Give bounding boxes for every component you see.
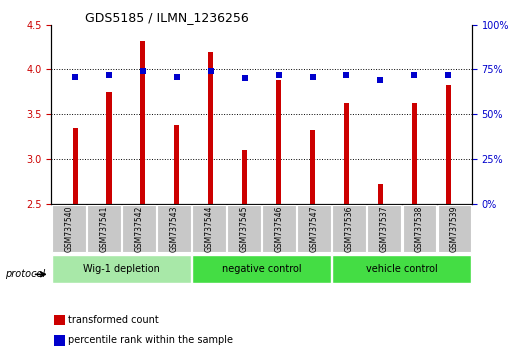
Bar — [141, 41, 146, 204]
Text: GSM737547: GSM737547 — [310, 205, 319, 252]
Bar — [412, 103, 417, 204]
Text: GSM737546: GSM737546 — [274, 205, 284, 252]
Text: negative control: negative control — [222, 264, 302, 274]
Bar — [310, 130, 315, 204]
Bar — [227, 205, 261, 252]
Bar — [122, 205, 156, 252]
Text: protocol: protocol — [5, 269, 45, 279]
Bar — [192, 255, 331, 283]
Bar — [72, 127, 77, 204]
Text: GSM737545: GSM737545 — [240, 205, 249, 252]
Bar — [174, 125, 180, 204]
Bar — [262, 205, 296, 252]
Bar — [157, 205, 191, 252]
Bar — [344, 103, 349, 204]
Bar — [53, 315, 65, 325]
Bar — [53, 335, 65, 346]
Bar — [52, 205, 86, 252]
Point — [308, 74, 317, 79]
Bar — [208, 52, 213, 204]
Bar — [87, 205, 121, 252]
Bar — [438, 205, 471, 252]
Text: GSM737536: GSM737536 — [345, 205, 354, 252]
Text: GSM737543: GSM737543 — [169, 205, 179, 252]
Point — [342, 72, 350, 78]
Text: GSM737544: GSM737544 — [205, 205, 213, 252]
Text: percentile rank within the sample: percentile rank within the sample — [68, 335, 233, 345]
Point — [173, 74, 181, 79]
Text: transformed count: transformed count — [68, 315, 159, 325]
Point — [241, 76, 249, 81]
Text: GSM737537: GSM737537 — [380, 205, 389, 252]
Bar — [298, 205, 331, 252]
Point — [207, 68, 215, 74]
Text: vehicle control: vehicle control — [366, 264, 438, 274]
Bar — [276, 80, 281, 204]
Text: GSM737542: GSM737542 — [134, 205, 144, 252]
Text: GDS5185 / ILMN_1236256: GDS5185 / ILMN_1236256 — [85, 11, 249, 24]
Point — [410, 72, 419, 78]
Point — [376, 78, 384, 83]
Text: GSM737540: GSM737540 — [64, 205, 73, 252]
Point — [444, 72, 452, 78]
Bar — [106, 92, 111, 204]
Bar — [192, 205, 226, 252]
Bar — [378, 184, 383, 204]
Bar — [332, 205, 366, 252]
Point — [274, 72, 283, 78]
Bar — [367, 205, 401, 252]
Bar — [403, 205, 436, 252]
Point — [139, 68, 147, 74]
Text: Wig-1 depletion: Wig-1 depletion — [83, 264, 160, 274]
Bar — [242, 150, 247, 204]
Bar — [52, 255, 191, 283]
Bar — [446, 85, 451, 204]
Point — [105, 72, 113, 78]
Text: GSM737541: GSM737541 — [100, 205, 108, 252]
Bar — [332, 255, 471, 283]
Text: GSM737539: GSM737539 — [450, 205, 459, 252]
Text: GSM737538: GSM737538 — [415, 205, 424, 252]
Point — [71, 74, 79, 79]
